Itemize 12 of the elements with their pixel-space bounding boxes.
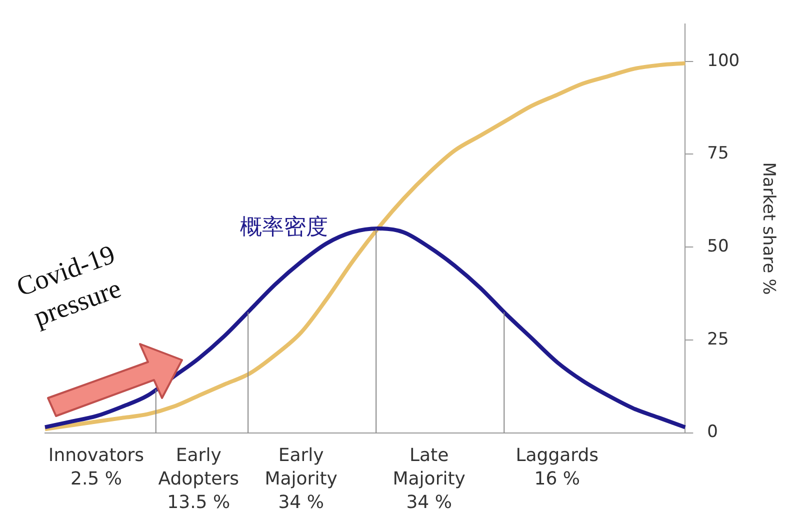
y-tick-label: 100 [707, 50, 740, 71]
x-tick-label: Late Majority 34 % [392, 445, 466, 513]
x-tick-label: Early Adopters 13.5 % [158, 445, 240, 513]
x-tick-label: Early Majority 34 % [264, 445, 338, 513]
y-axis-title: Market share % [758, 162, 778, 295]
y-tick-label: 25 [707, 329, 729, 350]
y-tick-label: 0 [707, 422, 718, 442]
x-tick-label: Innovators 2.5 % [48, 445, 144, 490]
y-tick-label: 50 [707, 236, 729, 256]
y-tick-label: 75 [707, 144, 729, 164]
series-label: 概率密度 [240, 214, 328, 240]
x-tick-label: Laggards 16 % [516, 445, 599, 490]
